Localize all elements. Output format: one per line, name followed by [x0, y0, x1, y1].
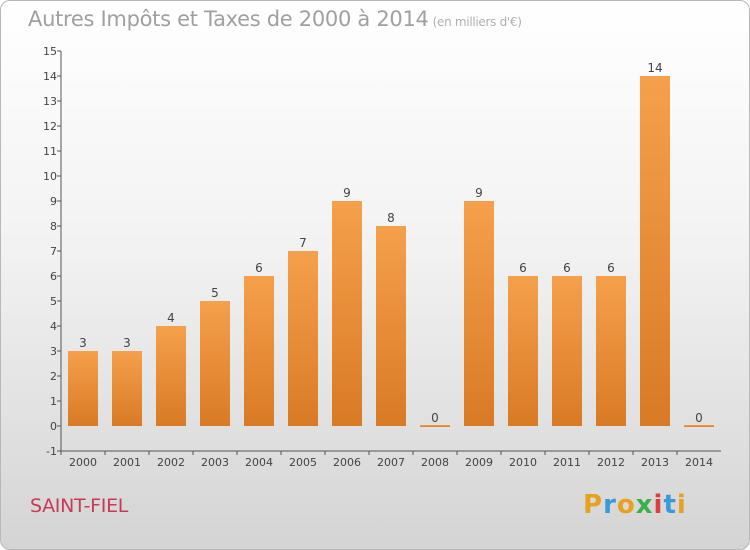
logo-letter: o: [616, 490, 636, 520]
bar-2001[interactable]: [112, 351, 142, 426]
bar-2013[interactable]: [640, 76, 670, 426]
logo-letter: i: [653, 490, 664, 520]
bar-2007[interactable]: [376, 226, 406, 426]
x-tick-label: 2009: [465, 456, 493, 469]
y-tick-label: 2: [50, 370, 57, 383]
logo-letter: i: [676, 490, 687, 520]
x-tick-label: 2000: [69, 456, 97, 469]
x-tick-label: 2004: [245, 456, 273, 469]
y-tick-label: -1: [46, 445, 57, 458]
y-tick-label: 11: [43, 145, 57, 158]
x-tick-label: 2012: [597, 456, 625, 469]
data-label: 6: [563, 261, 571, 275]
x-tick-label: 2011: [553, 456, 581, 469]
x-tick-label: 2005: [289, 456, 317, 469]
logo-letter: x: [635, 490, 654, 520]
y-tick-label: 9: [50, 195, 57, 208]
bar-2010[interactable]: [508, 276, 538, 426]
data-label: 0: [695, 411, 703, 425]
data-label: 0: [431, 411, 439, 425]
y-tick-label: 10: [43, 170, 57, 183]
data-label: 6: [519, 261, 527, 275]
data-label: 8: [387, 211, 395, 225]
bar-2002[interactable]: [156, 326, 186, 426]
y-tick-label: 3: [50, 345, 57, 358]
y-tick-label: 8: [50, 220, 57, 233]
bar-2014[interactable]: [684, 425, 714, 427]
chart-title: Autres Impôts et Taxes de 2000 à 2014 (en…: [28, 7, 522, 31]
x-tick-label: 2010: [509, 456, 537, 469]
y-tick-label: 5: [50, 295, 57, 308]
bar-2009[interactable]: [464, 201, 494, 426]
x-tick-label: 2006: [333, 456, 361, 469]
bar-2003[interactable]: [200, 301, 230, 426]
data-label: 5: [211, 286, 219, 300]
data-label: 9: [475, 186, 483, 200]
x-tick-label: 2002: [157, 456, 185, 469]
data-label: 4: [167, 311, 175, 325]
data-label: 7: [299, 236, 307, 250]
bar-2006[interactable]: [332, 201, 362, 426]
x-tick-label: 2013: [641, 456, 669, 469]
bar-2004[interactable]: [244, 276, 274, 426]
y-tick-label: 14: [43, 70, 57, 83]
bar-2011[interactable]: [552, 276, 582, 426]
data-label: 3: [79, 336, 87, 350]
data-label: 3: [123, 336, 131, 350]
logo-letter: t: [663, 490, 677, 520]
bar-2000[interactable]: [68, 351, 98, 426]
data-label: 14: [647, 61, 662, 75]
proxiti-logo[interactable]: Proxiti: [583, 490, 687, 520]
chart-subtitle: (en milliers d'€): [432, 15, 522, 29]
x-tick-label: 2001: [113, 456, 141, 469]
bar-2012[interactable]: [596, 276, 626, 426]
y-tick-label: 6: [50, 270, 57, 283]
logo-letter: r: [603, 490, 617, 520]
chart-title-text: Autres Impôts et Taxes de 2000 à 2014: [28, 7, 429, 31]
x-tick-label: 2003: [201, 456, 229, 469]
x-tick-label: 2014: [685, 456, 713, 469]
y-tick-label: 7: [50, 245, 57, 258]
y-tick-label: 13: [43, 95, 57, 108]
commune-name: SAINT-FIEL: [30, 495, 129, 517]
bar-2008[interactable]: [420, 425, 450, 427]
x-tick-label: 2008: [421, 456, 449, 469]
logo-letter: P: [583, 490, 604, 520]
bar-2005[interactable]: [288, 251, 318, 426]
y-tick-label: 0: [50, 420, 57, 433]
y-tick-label: 12: [43, 120, 57, 133]
x-tick-label: 2007: [377, 456, 405, 469]
y-tick-label: 15: [43, 45, 57, 58]
data-label: 6: [607, 261, 615, 275]
y-tick-label: 4: [50, 320, 57, 333]
data-label: 6: [255, 261, 263, 275]
data-label: 9: [343, 186, 351, 200]
y-tick-label: 1: [50, 395, 57, 408]
